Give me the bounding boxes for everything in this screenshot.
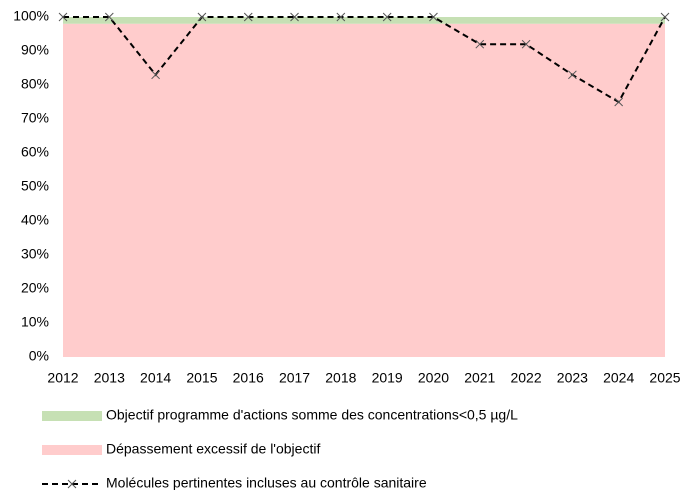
point bbox=[151, 70, 160, 80]
point bbox=[660, 12, 670, 22]
x-tick-label: 2020 bbox=[418, 370, 449, 386]
x-tick-label: 2019 bbox=[372, 370, 403, 386]
legend-label: Objectif programme d'actions somme des c… bbox=[106, 407, 518, 423]
legend-marker bbox=[67, 479, 77, 489]
x-tick-label: 2015 bbox=[186, 370, 217, 386]
point bbox=[290, 12, 299, 22]
point bbox=[521, 39, 531, 49]
legend-swatch bbox=[42, 411, 102, 421]
y-tick-label: 40% bbox=[21, 212, 49, 228]
x-tick-label: 2024 bbox=[603, 370, 634, 386]
y-tick-label: 50% bbox=[21, 178, 49, 194]
marker-stroke bbox=[382, 12, 392, 22]
y-tick-label: 60% bbox=[21, 144, 49, 160]
point bbox=[429, 12, 438, 22]
y-tick-label: 20% bbox=[21, 280, 49, 296]
point bbox=[568, 70, 577, 80]
y-tick-label: 10% bbox=[21, 314, 49, 330]
area bbox=[63, 17, 665, 24]
x-tick-label: 2012 bbox=[47, 370, 78, 386]
marker-stroke bbox=[429, 12, 438, 22]
marker-stroke bbox=[243, 12, 253, 22]
x-tick-label: 2013 bbox=[94, 370, 125, 386]
area bbox=[63, 23, 665, 358]
marker-stroke bbox=[336, 12, 346, 22]
point bbox=[382, 12, 392, 22]
marker-stroke bbox=[660, 12, 670, 22]
point bbox=[614, 97, 624, 107]
point bbox=[336, 12, 346, 22]
point bbox=[197, 12, 207, 22]
x-tick-label: 2017 bbox=[279, 370, 310, 386]
x-tick-label: 2018 bbox=[325, 370, 356, 386]
legend-swatch bbox=[42, 445, 102, 455]
x-tick-label: 2023 bbox=[557, 370, 588, 386]
x-tick-label: 2025 bbox=[649, 370, 680, 386]
marker-stroke bbox=[104, 12, 114, 22]
marker-stroke bbox=[475, 39, 485, 49]
marker-stroke bbox=[568, 70, 577, 80]
y-tick-label: 80% bbox=[21, 76, 49, 92]
marker-stroke bbox=[521, 39, 531, 49]
point bbox=[475, 39, 485, 49]
point bbox=[104, 12, 114, 22]
line bbox=[63, 16, 666, 104]
x-tick-label: 2014 bbox=[140, 370, 171, 386]
y-tick-label: 90% bbox=[21, 42, 49, 58]
point bbox=[243, 12, 253, 22]
x-tick-label: 2022 bbox=[510, 370, 541, 386]
marker-stroke bbox=[151, 70, 160, 80]
x-tick-label: 2021 bbox=[464, 370, 495, 386]
point bbox=[58, 12, 68, 22]
y-tick-label: 0% bbox=[29, 348, 49, 364]
legend-label: Dépassement excessif de l'objectif bbox=[106, 441, 320, 457]
marker-stroke bbox=[58, 12, 68, 22]
marker-stroke bbox=[614, 97, 624, 107]
y-tick-label: 30% bbox=[21, 246, 49, 262]
legend-label: Molécules pertinentes incluses au contrô… bbox=[106, 475, 427, 490]
y-tick-label: 70% bbox=[21, 110, 49, 126]
marker-stroke bbox=[290, 12, 299, 22]
y-tick-label: 100% bbox=[13, 8, 49, 24]
x-tick-label: 2016 bbox=[233, 370, 264, 386]
marker-stroke bbox=[197, 12, 207, 22]
